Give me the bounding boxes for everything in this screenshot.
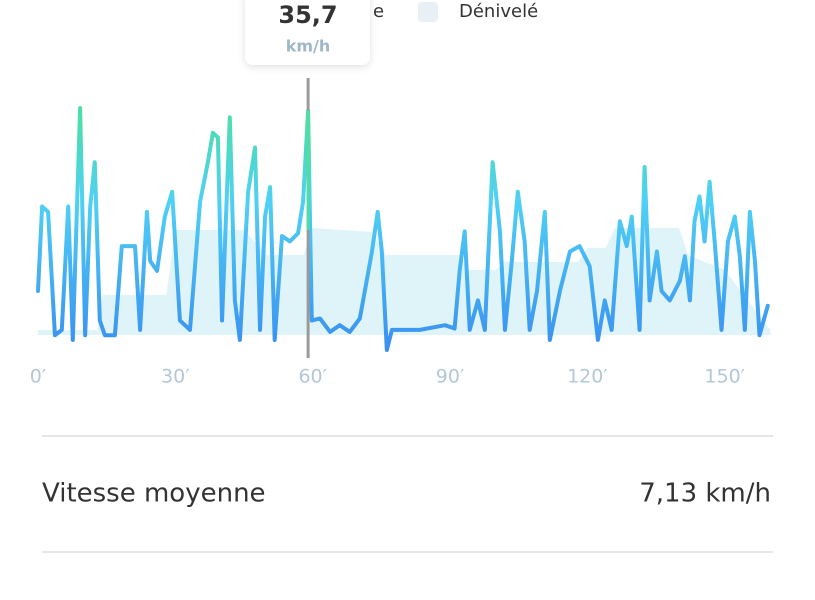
tooltip-value: 35,7 — [278, 1, 337, 29]
x-tick-label: 60′ — [298, 366, 327, 388]
legend-swatch — [418, 2, 438, 22]
x-tick-label: 30′ — [161, 366, 190, 388]
x-tick-label: 150′ — [704, 366, 745, 388]
stat-value: 7,13 km/h — [639, 479, 771, 509]
tooltip-unit: km/h — [286, 37, 331, 56]
tooltip-box — [245, 0, 370, 65]
speed-line — [36, 106, 770, 352]
plot: 0′ 30′ 60′ 90′ 120′ 150′ — [30, 78, 771, 388]
legend-label: e — [373, 1, 384, 22]
x-tick-label: 120′ — [567, 366, 608, 388]
stat-label: Vitesse moyenne — [42, 479, 266, 509]
legend-label: Dénivelé — [459, 1, 538, 22]
x-tick-label: 0′ — [30, 366, 46, 388]
x-tick-label: 90′ — [436, 366, 465, 388]
